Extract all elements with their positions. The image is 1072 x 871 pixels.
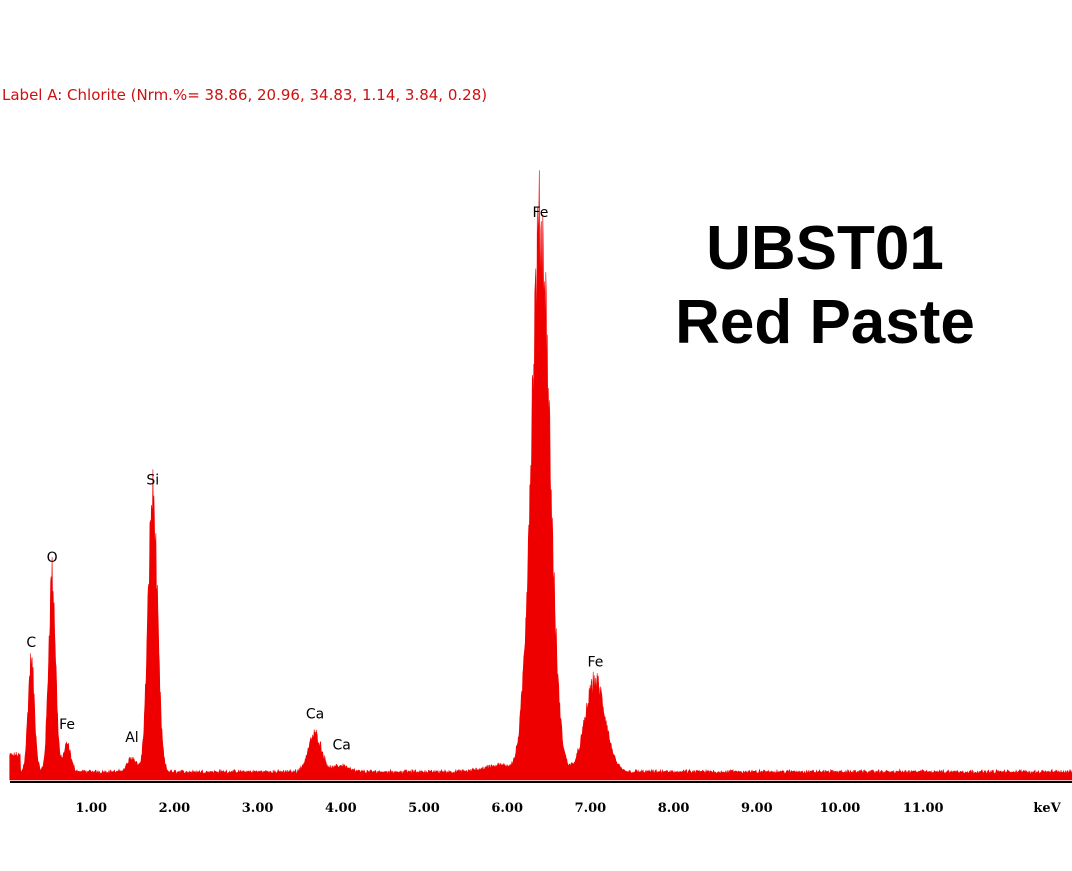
peak-label-fe: Fe bbox=[59, 717, 75, 733]
peak-label-c: C bbox=[26, 635, 36, 651]
sample-description: Red Paste bbox=[675, 288, 975, 357]
x-axis-unit-label: keV bbox=[1033, 801, 1061, 816]
x-tick-label: 9.00 bbox=[741, 801, 773, 816]
x-tick-label: 7.00 bbox=[575, 801, 607, 816]
x-tick-label: 8.00 bbox=[658, 801, 690, 816]
x-tick-label: 5.00 bbox=[408, 801, 440, 816]
x-tick-label: 2.00 bbox=[159, 801, 191, 816]
peak-label-ca: Ca bbox=[332, 737, 350, 753]
peak-label-ca: Ca bbox=[306, 707, 324, 723]
sample-title: UBST01 Red Paste bbox=[660, 212, 990, 360]
sample-id: UBST01 bbox=[706, 214, 944, 283]
x-axis-ticks: 1.00 2.00 3.00 4.00 5.00 6.00 7.00 8.00 9.00 10.0… bbox=[75, 801, 1061, 816]
peak-label-fe: Fe bbox=[587, 654, 603, 670]
peak-labels: C O Fe Al Si Ca Ca Fe Fe bbox=[26, 205, 603, 754]
x-tick-label: 4.00 bbox=[325, 801, 357, 816]
spectrum-area bbox=[9, 170, 1072, 781]
x-tick-label: 1.00 bbox=[75, 801, 107, 816]
peak-label-al: Al bbox=[125, 730, 138, 746]
spectrum-layer bbox=[9, 170, 1072, 781]
x-tick-label: 10.00 bbox=[820, 801, 861, 816]
spectrum-label-line: Label A: Chlorite (Nrm.%= 38.86, 20.96, … bbox=[2, 86, 488, 104]
peak-label-fe: Fe bbox=[533, 205, 549, 221]
x-tick-label: 11.00 bbox=[903, 801, 944, 816]
peak-label-o: O bbox=[47, 550, 58, 566]
x-tick-label: 6.00 bbox=[491, 801, 523, 816]
peak-label-si: Si bbox=[146, 472, 159, 488]
x-tick-label: 3.00 bbox=[242, 801, 274, 816]
